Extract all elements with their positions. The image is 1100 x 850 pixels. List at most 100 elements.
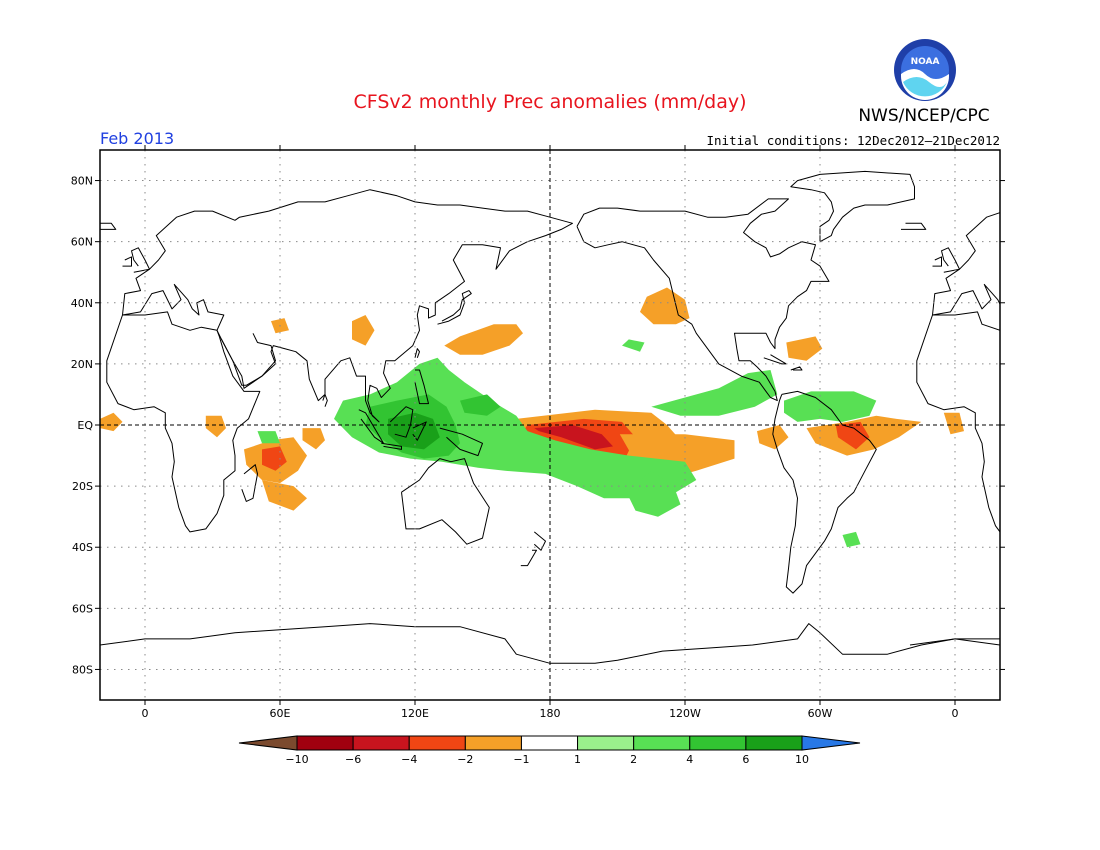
anomaly-region	[205, 415, 226, 438]
colorbar-label: −2	[457, 753, 473, 766]
colorbar-label: 10	[795, 753, 809, 766]
figure-title: CFSv2 monthly Prec anomalies (mm/day)	[353, 91, 746, 113]
lon-tick-label: 0	[142, 707, 149, 720]
anomaly-region	[757, 425, 789, 450]
colorbar-label: 4	[686, 753, 693, 766]
colorbar-swatch	[520, 735, 579, 751]
coastlines	[100, 170, 1086, 664]
colorbar-label: −6	[345, 753, 361, 766]
anomaly-region	[622, 339, 645, 352]
colorbar-overflow-arrow	[801, 735, 861, 751]
colorbar-label: −4	[401, 753, 417, 766]
map-panel: 80N 60N 40N 20N EQ 20S 40S 60S 80S 0 60E 120E 180 12…	[71, 145, 1086, 720]
anomaly-region	[786, 336, 823, 361]
coastline-cuba	[763, 354, 787, 365]
lat-tick-label: 60N	[71, 236, 93, 249]
lon-tick-label: 120W	[669, 707, 701, 720]
coastline-south-america	[772, 390, 877, 594]
coastline-iceland	[901, 222, 927, 230]
noaa-logo: NOAA	[894, 39, 956, 101]
colorbar-label: −10	[285, 753, 308, 766]
colorbar-swatch	[352, 735, 410, 751]
coastline-north-america	[576, 198, 830, 402]
lat-tick-label: 20N	[71, 358, 93, 371]
lat-tick-label: 80S	[72, 663, 93, 676]
coastline-philippines	[414, 369, 429, 405]
colorbar-swatch	[577, 735, 635, 751]
coastline-arabia-peninsula	[1032, 333, 1086, 385]
coastline-java	[381, 442, 402, 450]
coastline-africa	[916, 311, 1000, 533]
reference-lines	[100, 150, 1000, 700]
coastline-antarctica	[100, 623, 1000, 664]
colorbar-swatch	[633, 735, 691, 751]
longitude-tick-labels: 0 60E 120E 180 120W 60W 0	[142, 145, 959, 720]
colorbar-swatch	[408, 735, 466, 751]
coastline-uk	[131, 247, 150, 273]
anomaly-field	[100, 287, 964, 548]
anomaly-region	[262, 446, 287, 471]
lon-tick-label: 60E	[270, 707, 291, 720]
noaa-logo-text: NOAA	[911, 57, 940, 67]
coastline-new-zealand-n	[533, 531, 546, 551]
coastline-greenland	[790, 170, 915, 243]
anomaly-region	[257, 431, 280, 444]
coastline-borneo	[389, 406, 414, 438]
month-label: Feb 2013	[100, 129, 174, 148]
latitude-tick-labels: 80N 60N 40N 20N EQ 20S 40S 60S 80S	[71, 175, 1005, 676]
coastline-japan	[437, 290, 472, 325]
anomaly-region	[651, 370, 778, 416]
anomaly-region	[388, 412, 440, 450]
colorbar: −10 −6 −4 −2 −1 1 2 4 6 10	[238, 735, 861, 766]
colorbar-label: 2	[630, 753, 637, 766]
colorbar-swatch	[689, 735, 747, 751]
lon-tick-label: 60W	[808, 707, 833, 720]
anomaly-region	[460, 394, 501, 416]
coastline-taiwan	[414, 348, 420, 358]
initial-conditions-label: Initial conditions: 12Dec2012–21Dec2012	[707, 133, 1001, 148]
lon-tick-label: 120E	[401, 707, 429, 720]
anomaly-region	[784, 391, 877, 422]
coastline-uk	[941, 247, 960, 273]
anomaly-region	[444, 324, 523, 355]
lat-tick-label: 60S	[72, 602, 93, 615]
anomaly-region	[842, 531, 861, 548]
colorbar-swatch	[464, 735, 522, 751]
anomaly-region	[334, 357, 697, 499]
anomaly-region	[534, 425, 613, 450]
coastline-new-guinea	[439, 427, 483, 457]
anomaly-region	[100, 412, 123, 432]
coastline-iceland	[100, 222, 117, 230]
colorbar-swatch	[745, 735, 803, 751]
anomaly-region	[943, 412, 964, 435]
colorbar-swatch	[296, 735, 354, 751]
coastline-australia	[401, 458, 490, 545]
colorbar-label: 6	[742, 753, 749, 766]
coastline-africa	[106, 311, 261, 533]
lat-tick-label: 80N	[71, 175, 93, 188]
colorbar-label: 1	[574, 753, 581, 766]
anomaly-region	[640, 287, 690, 325]
lat-tick-label: 20S	[72, 480, 93, 493]
coastline-hispaniola	[790, 366, 803, 371]
coastline-ireland	[122, 256, 132, 267]
graticule	[100, 150, 1000, 700]
coastline-arabia-peninsula	[221, 333, 276, 386]
anomaly-region	[262, 480, 307, 511]
anomaly-region	[352, 315, 375, 346]
anomaly-region	[302, 428, 325, 450]
lon-tick-label: 180	[540, 707, 561, 720]
colorbar-label: −1	[513, 753, 529, 766]
lat-tick-label: 40S	[72, 541, 93, 554]
coastline-ireland	[932, 256, 942, 267]
lat-tick-label: 40N	[71, 297, 93, 310]
coastline-new-zealand-s	[520, 549, 537, 567]
organization-label: NWS/NCEP/CPC	[858, 106, 989, 126]
anomaly-region	[626, 470, 681, 517]
lat-tick-label: EQ	[77, 419, 93, 432]
coastline-sulawesi	[412, 421, 427, 441]
coastline-madagascar	[1052, 465, 1068, 502]
anomaly-region	[835, 421, 870, 450]
colorbar-underflow-arrow	[238, 735, 298, 751]
